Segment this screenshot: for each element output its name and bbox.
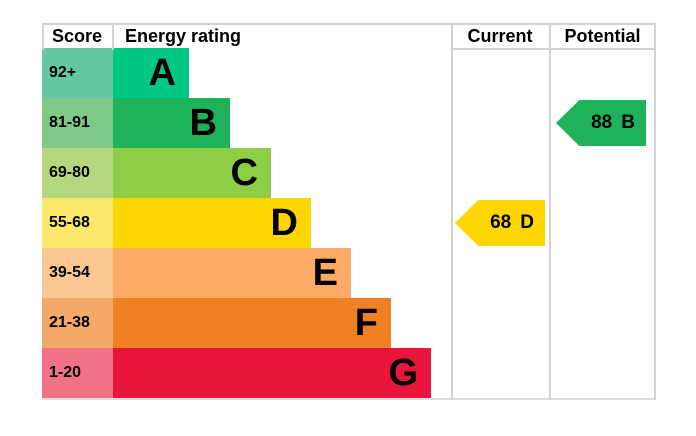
energy-column-right-border bbox=[451, 23, 453, 400]
current-rating-value: 68 bbox=[490, 212, 512, 233]
score-range-d: 55-68 bbox=[42, 198, 113, 248]
band-bar-b: B bbox=[113, 98, 230, 148]
band-row-f: 21-38 F bbox=[42, 298, 431, 348]
band-bar-f: F bbox=[113, 298, 391, 348]
score-range-g: 1-20 bbox=[42, 348, 113, 398]
band-row-d: 55-68 D bbox=[42, 198, 431, 248]
header-bottom-border bbox=[452, 48, 656, 50]
band-row-a: 92+ A bbox=[42, 48, 431, 98]
band-bar-e: E bbox=[113, 248, 351, 298]
band-row-c: 69-80 C bbox=[42, 148, 431, 198]
band-bar-d: D bbox=[113, 198, 311, 248]
band-bar-a: A bbox=[113, 48, 189, 98]
score-column-right-border bbox=[112, 23, 114, 50]
band-row-b: 81-91 B bbox=[42, 98, 431, 148]
band-row-e: 39-54 E bbox=[42, 248, 431, 298]
score-range-a: 92+ bbox=[42, 48, 113, 98]
band-rows: 92+ A 81-91 B 69-80 C 55-68 D 39-54 E 21… bbox=[42, 48, 431, 398]
potential-rating-value: 88 bbox=[591, 112, 613, 133]
current-rating-letter: D bbox=[520, 212, 534, 233]
score-column-left-border bbox=[42, 23, 44, 50]
column-header-potential: Potential bbox=[564, 26, 641, 46]
epc-chart-body: Score Energy rating Current Potential 92… bbox=[42, 23, 656, 401]
potential-rating-letter: B bbox=[621, 112, 635, 133]
chart-top-border bbox=[42, 23, 656, 25]
column-header-score: Score bbox=[51, 26, 103, 46]
potential-column-right-border bbox=[654, 23, 656, 400]
band-row-g: 1-20 G bbox=[42, 348, 431, 398]
column-header-current: Current bbox=[467, 26, 533, 46]
potential-rating-arrow: 88 B bbox=[556, 100, 646, 146]
score-range-b: 81-91 bbox=[42, 98, 113, 148]
score-range-c: 69-80 bbox=[42, 148, 113, 198]
band-bar-g: G bbox=[113, 348, 431, 398]
current-column-right-border bbox=[549, 23, 551, 400]
current-rating-arrow: 68 D bbox=[455, 200, 545, 246]
chart-bottom-border bbox=[42, 398, 656, 400]
score-range-f: 21-38 bbox=[42, 298, 113, 348]
score-range-e: 39-54 bbox=[42, 248, 113, 298]
column-header-energy-rating: Energy rating bbox=[125, 26, 242, 46]
band-bar-c: C bbox=[113, 148, 271, 198]
